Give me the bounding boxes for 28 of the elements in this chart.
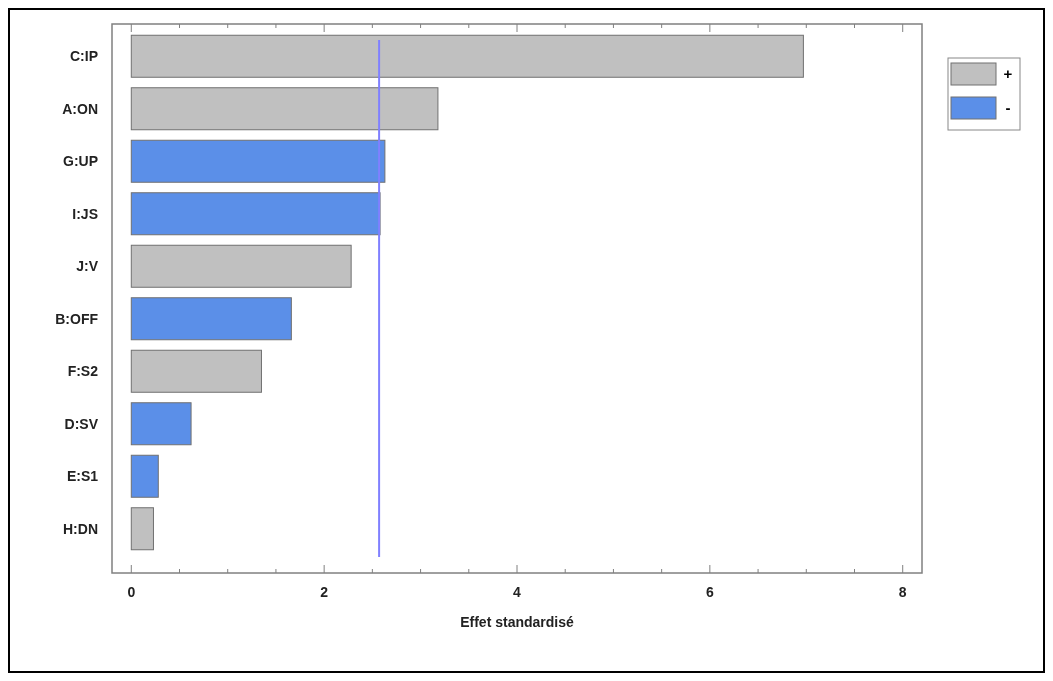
y-tick-label: H:DN: [63, 520, 98, 537]
y-tick-label: F:S2: [67, 363, 99, 380]
bar: [130, 87, 439, 131]
x-tick-label: 6: [705, 584, 714, 600]
bar: [130, 139, 386, 183]
x-tick-label: 2: [320, 584, 329, 600]
legend-label: -: [1005, 99, 1011, 117]
bar: [130, 507, 154, 551]
bar: [130, 349, 262, 393]
bar: [130, 297, 292, 341]
y-tick-label: B:OFF: [55, 310, 99, 327]
legend-label: +: [1003, 65, 1013, 83]
x-tick-label: 8: [898, 584, 907, 600]
y-tick-label: A:ON: [62, 100, 98, 117]
y-tick-label: J:V: [76, 258, 99, 275]
y-tick-label: G:UP: [63, 153, 98, 170]
bar: [130, 454, 159, 498]
x-tick-label: 4: [513, 584, 522, 600]
y-tick-label: E:S1: [66, 468, 99, 485]
x-axis-title: Effet standardisé: [460, 614, 574, 630]
y-tick-label: D:SV: [64, 415, 99, 432]
y-tick-label: I:JS: [72, 205, 98, 222]
bar: [130, 402, 192, 446]
bar: [130, 34, 804, 78]
bar: [130, 244, 352, 288]
y-tick-label: C:IP: [70, 48, 98, 65]
bar: [130, 192, 381, 236]
x-tick-label: 0: [127, 584, 136, 600]
